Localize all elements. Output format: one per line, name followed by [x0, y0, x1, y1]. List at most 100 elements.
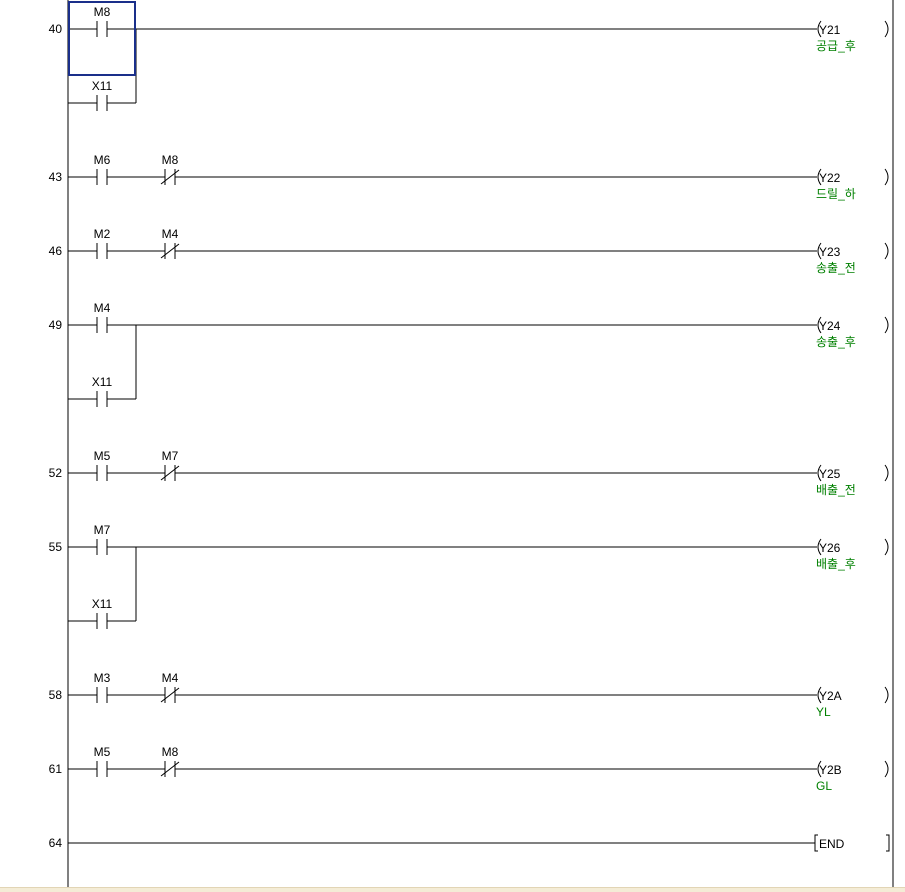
no-contact[interactable]: M6	[68, 153, 136, 185]
coil-device-label: Y23	[819, 245, 841, 259]
output-coil[interactable]: Y2B GL	[816, 760, 889, 793]
ladder-rung[interactable]: 55 M7 X11 Y26 배출_후	[49, 523, 889, 629]
coil-right-paren	[884, 20, 889, 38]
output-coil[interactable]: Y24 송출_후	[816, 316, 889, 349]
contact-device-label: M5	[94, 449, 111, 463]
coil-left-paren	[817, 464, 822, 482]
coil-right-paren	[884, 242, 889, 260]
coil-right-paren	[884, 316, 889, 334]
no-contact[interactable]: M2	[68, 227, 136, 259]
no-contact[interactable]: M8	[68, 5, 136, 37]
coil-right-paren	[884, 538, 889, 556]
coil-right-paren	[884, 464, 889, 482]
step-number: 61	[49, 762, 63, 776]
no-contact[interactable]: M4	[68, 301, 136, 333]
end-bracket-right	[886, 834, 890, 852]
step-number: 64	[49, 836, 63, 850]
contact-device-label: X11	[92, 79, 113, 93]
coil-comment: 송출_전	[816, 261, 856, 275]
contact-device-label: M6	[94, 153, 111, 167]
step-number: 46	[49, 244, 63, 258]
coil-device-label: Y22	[819, 171, 841, 185]
coil-comment: 공급_후	[816, 39, 856, 53]
coil-device-label: Y2B	[819, 763, 842, 777]
coil-left-paren	[817, 538, 822, 556]
ladder-rung[interactable]: 64 END	[49, 834, 890, 852]
status-strip	[0, 887, 905, 892]
contact-nc-slash	[160, 243, 180, 259]
coil-left-paren	[817, 168, 822, 186]
no-contact[interactable]: M5	[68, 745, 136, 777]
contact-device-label: M8	[162, 153, 179, 167]
coil-left-paren	[817, 686, 822, 704]
contact-device-label: M4	[162, 227, 179, 241]
coil-comment: YL	[816, 705, 831, 719]
contact-device-label: X11	[92, 375, 113, 389]
step-number: 52	[49, 466, 63, 480]
coil-left-paren	[817, 760, 822, 778]
output-coil[interactable]: Y26 배출_후	[816, 538, 889, 571]
contact-device-label: M7	[162, 449, 179, 463]
selection-cursor	[68, 1, 136, 76]
nc-contact[interactable]: M7	[136, 449, 204, 481]
coil-comment: GL	[816, 779, 832, 793]
no-contact[interactable]: M3	[68, 671, 136, 703]
end-bracket-left	[814, 834, 818, 852]
step-number: 49	[49, 318, 63, 332]
coil-left-paren	[817, 242, 822, 260]
ladder-rung[interactable]: 43 M6 M8 Y22 드릴_하	[49, 153, 889, 201]
no-contact[interactable]: X11	[68, 597, 136, 629]
contact-nc-slash	[160, 687, 180, 703]
contact-device-label: M3	[94, 671, 111, 685]
coil-left-paren	[817, 20, 822, 38]
coil-comment: 배출_전	[816, 483, 856, 497]
contact-nc-slash	[160, 465, 180, 481]
no-contact[interactable]: X11	[68, 375, 136, 407]
output-coil[interactable]: Y22 드릴_하	[816, 168, 889, 201]
coil-comment: 송출_후	[816, 335, 856, 349]
coil-right-paren	[884, 168, 889, 186]
no-contact[interactable]: X11	[68, 79, 136, 111]
contact-device-label: M4	[162, 671, 179, 685]
ladder-rung[interactable]: 49 M4 X11 Y24 송출_후	[49, 301, 889, 407]
coil-right-paren	[884, 760, 889, 778]
ladder-rung[interactable]: 52 M5 M7 Y25 배출_전	[49, 449, 889, 497]
ladder-rung[interactable]: 58 M3 M4 Y2A YL	[49, 671, 889, 719]
coil-comment: 드릴_하	[816, 187, 856, 201]
contact-device-label: M2	[94, 227, 111, 241]
end-instruction: END	[819, 837, 845, 851]
step-number: 58	[49, 688, 63, 702]
output-coil[interactable]: Y2A YL	[816, 686, 889, 719]
contact-nc-slash	[160, 169, 180, 185]
coil-device-label: Y21	[819, 23, 841, 37]
step-number: 55	[49, 540, 63, 554]
contact-device-label: X11	[92, 597, 113, 611]
coil-device-label: Y2A	[819, 689, 842, 703]
coil-device-label: Y25	[819, 467, 841, 481]
contact-nc-slash	[160, 761, 180, 777]
contact-device-label: M5	[94, 745, 111, 759]
no-contact[interactable]: M7	[68, 523, 136, 555]
nc-contact[interactable]: M8	[136, 745, 204, 777]
ladder-rung[interactable]: 40 M8 X11 Y21 공급_후	[49, 5, 889, 111]
coil-comment: 배출_후	[816, 557, 856, 571]
contact-device-label: M7	[94, 523, 111, 537]
step-number: 40	[49, 22, 63, 36]
no-contact[interactable]: M5	[68, 449, 136, 481]
coil-device-label: Y24	[819, 319, 841, 333]
ladder-rung[interactable]: 46 M2 M4 Y23 송출_전	[49, 227, 889, 275]
coil-right-paren	[884, 686, 889, 704]
coil-device-label: Y26	[819, 541, 841, 555]
ladder-rung[interactable]: 61 M5 M8 Y2B GL	[49, 745, 889, 793]
output-coil[interactable]: Y21 공급_후	[816, 20, 889, 53]
nc-contact[interactable]: M4	[136, 671, 204, 703]
contact-device-label: M8	[162, 745, 179, 759]
nc-contact[interactable]: M4	[136, 227, 204, 259]
coil-left-paren	[817, 316, 822, 334]
nc-contact[interactable]: M8	[136, 153, 204, 185]
output-coil[interactable]: Y25 배출_전	[816, 464, 889, 497]
output-coil[interactable]: Y23 송출_전	[816, 242, 889, 275]
step-number: 43	[49, 170, 63, 184]
contact-device-label: M8	[94, 5, 111, 19]
